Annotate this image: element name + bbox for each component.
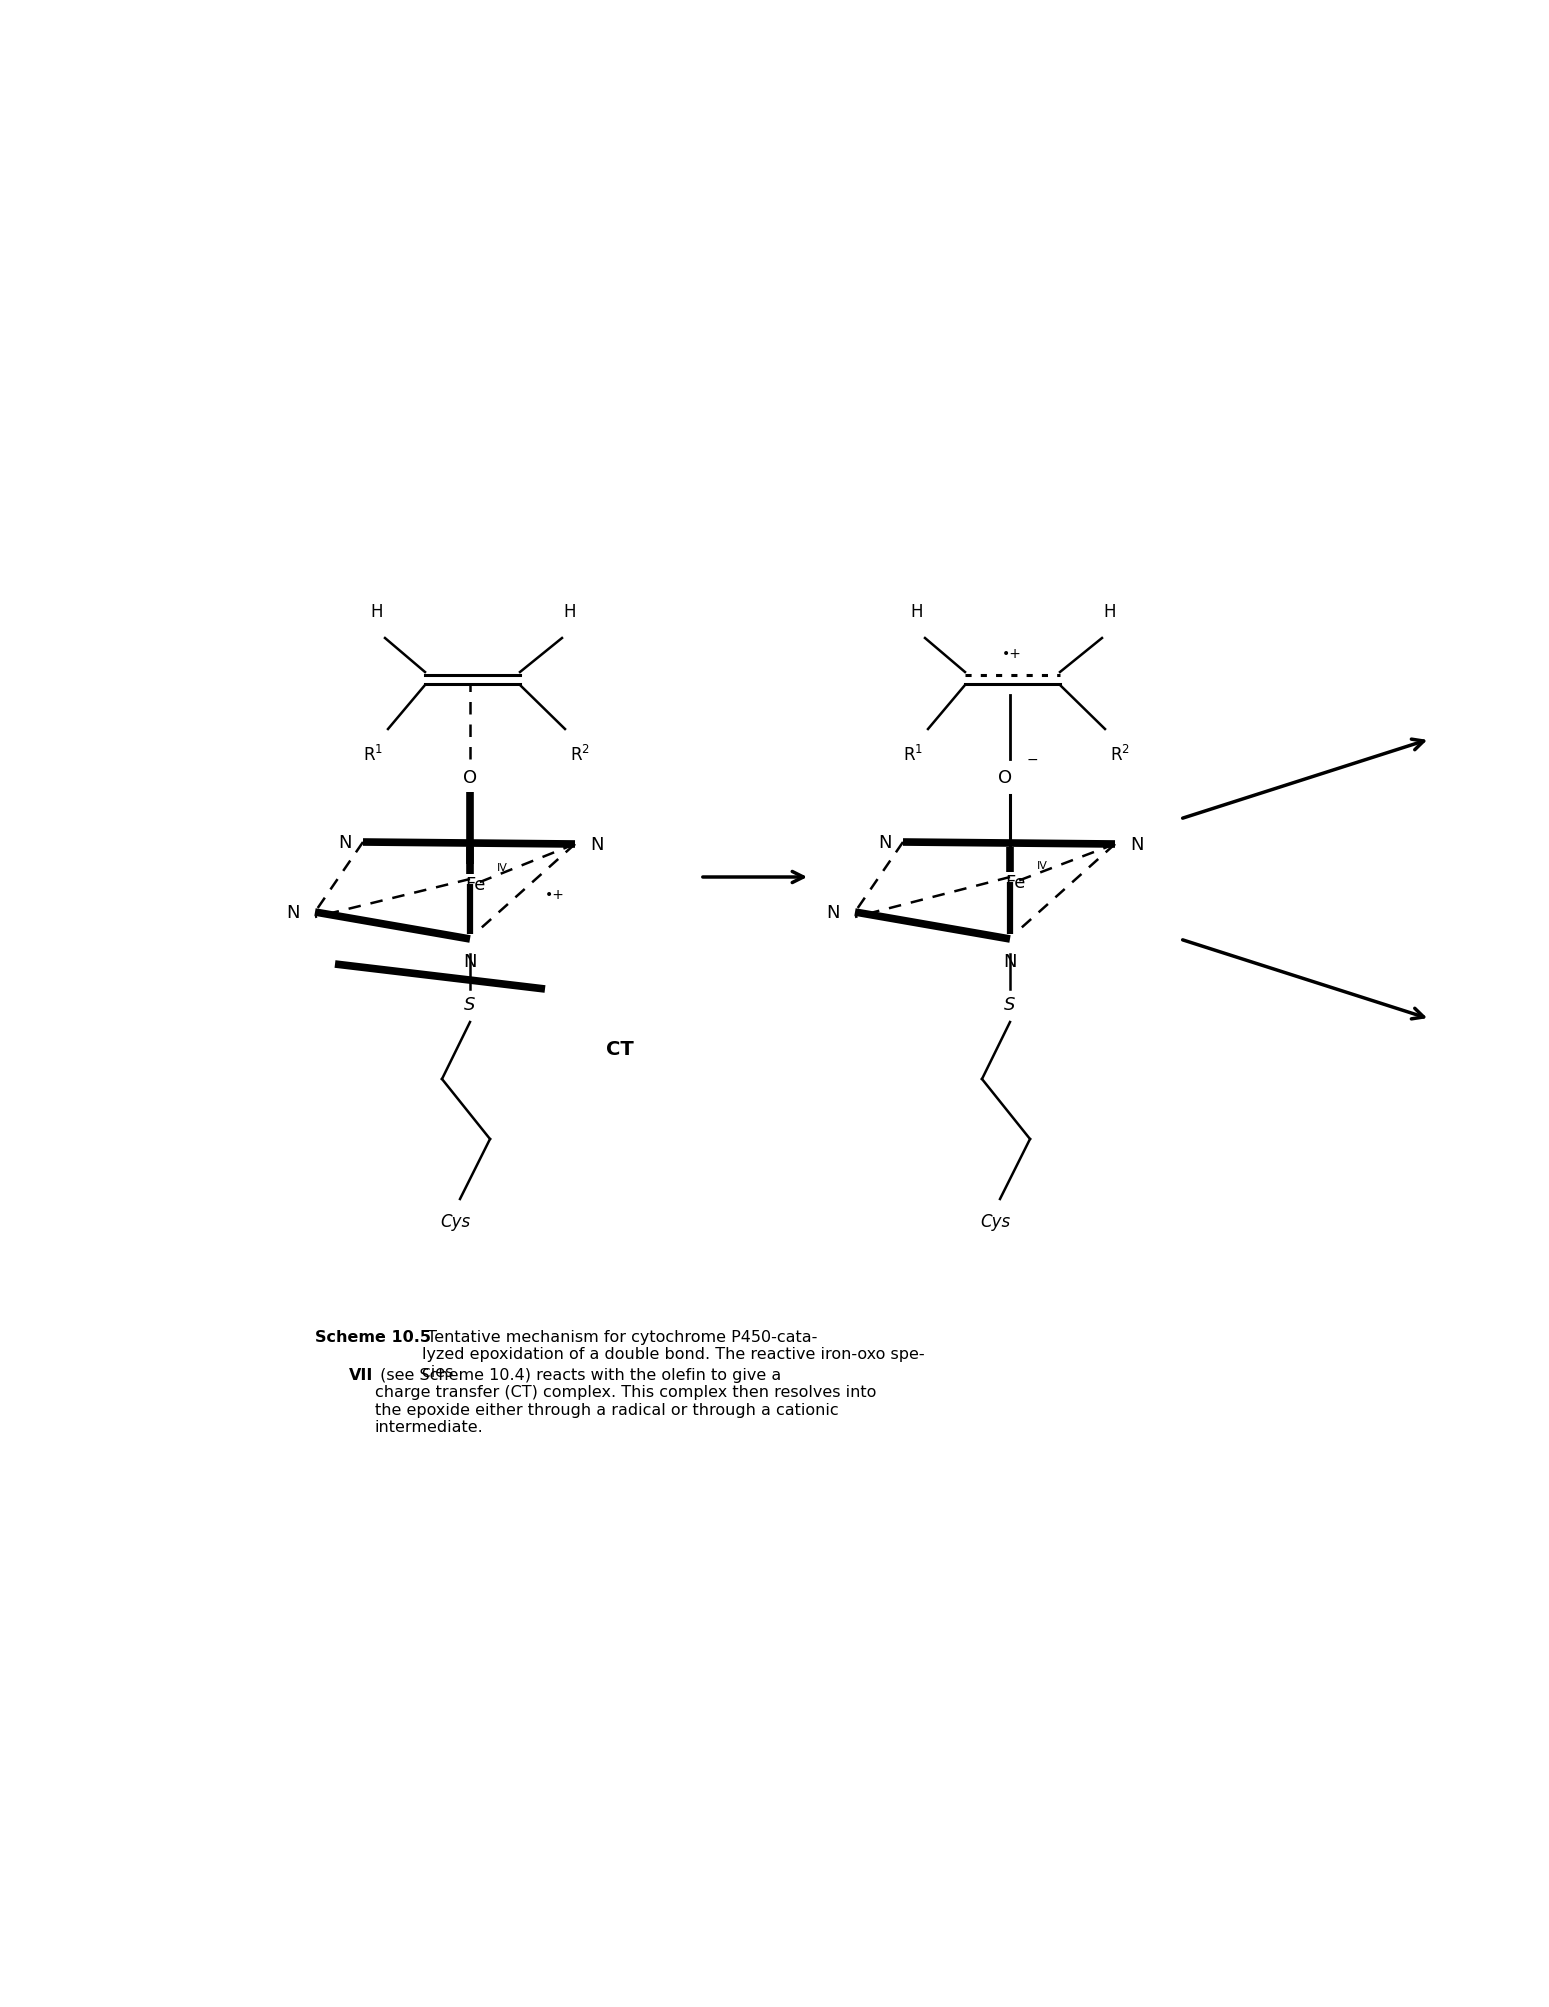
Text: O: O xyxy=(998,769,1011,787)
Text: N: N xyxy=(590,835,604,853)
Text: IV: IV xyxy=(1036,861,1047,871)
Text: N: N xyxy=(463,953,477,971)
Text: R$^1$: R$^1$ xyxy=(903,745,923,765)
Text: (see Scheme 10.4) reacts with the olefin to give a
charge transfer (CT) complex.: (see Scheme 10.4) reacts with the olefin… xyxy=(375,1367,877,1435)
Text: O: O xyxy=(463,769,477,787)
Text: VII: VII xyxy=(349,1367,373,1383)
Text: Cys: Cys xyxy=(981,1212,1010,1230)
Text: H: H xyxy=(1104,602,1117,620)
Text: R$^2$: R$^2$ xyxy=(570,745,590,765)
Text: IV: IV xyxy=(497,863,508,873)
Text: Fe: Fe xyxy=(465,875,485,893)
Text: H: H xyxy=(911,602,923,620)
Text: −: − xyxy=(1025,753,1038,767)
Text: N: N xyxy=(826,903,840,921)
Text: N: N xyxy=(878,833,892,851)
Text: S: S xyxy=(465,995,476,1014)
Text: Scheme 10.5: Scheme 10.5 xyxy=(314,1329,431,1345)
Text: N: N xyxy=(287,903,301,921)
Text: Cys: Cys xyxy=(440,1212,469,1230)
Text: N: N xyxy=(1131,835,1143,853)
Text: •+: •+ xyxy=(545,887,565,901)
Text: Fe: Fe xyxy=(1005,873,1025,891)
Text: CT: CT xyxy=(606,1040,634,1060)
Text: S: S xyxy=(1004,995,1016,1014)
Text: R$^2$: R$^2$ xyxy=(1111,745,1129,765)
Text: H: H xyxy=(370,602,383,620)
Text: N: N xyxy=(338,833,352,851)
Text: cies: cies xyxy=(314,1367,352,1383)
Text: •+: •+ xyxy=(1002,646,1022,660)
Text: R$^1$: R$^1$ xyxy=(362,745,383,765)
Text: H: H xyxy=(564,602,576,620)
Text: N: N xyxy=(1004,953,1016,971)
Text: Tentative mechanism for cytochrome P450-cata-
lyzed epoxidation of a double bond: Tentative mechanism for cytochrome P450-… xyxy=(421,1329,925,1379)
